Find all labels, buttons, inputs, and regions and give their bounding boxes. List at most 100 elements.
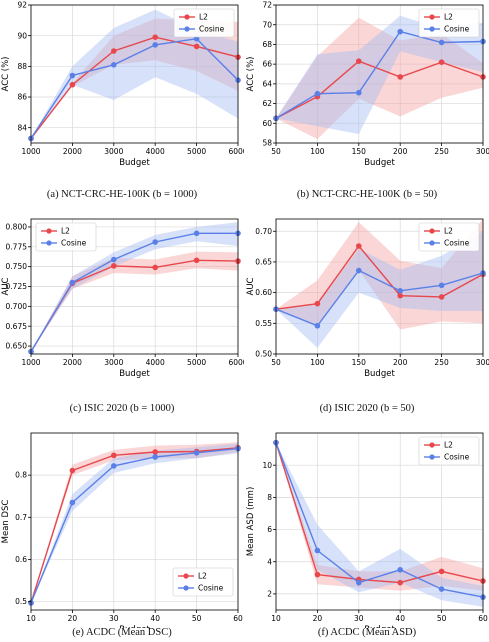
y-tick-label: 10: [262, 461, 272, 470]
data-point-l2: [111, 452, 117, 459]
data-point-l2: [314, 300, 321, 307]
y-tick-label: 0.5: [15, 597, 27, 606]
legend: L2 Cosine: [172, 567, 234, 597]
y-tick-label: 0.70: [255, 227, 272, 236]
y-axis-label: ACC (%): [1, 57, 11, 92]
legend-label-cosine: Cosine: [198, 584, 224, 593]
band-cosine: [276, 231, 483, 348]
caption-a: (a) NCT-CRC-HE-100K (b = 1000): [46, 189, 198, 200]
y-tick-label: 90: [17, 31, 27, 40]
data-point-cosine: [111, 463, 117, 469]
y-tick-label: 64: [262, 79, 272, 88]
y-tick-label: 0.50: [255, 350, 272, 359]
data-point-l2: [152, 34, 158, 40]
data-point-cosine: [193, 230, 200, 237]
x-tick-label: 20: [68, 614, 78, 623]
x-tick-label: 50: [271, 147, 281, 156]
band-cosine: [31, 222, 238, 352]
x-tick-label: 30: [109, 614, 119, 623]
legend: L2 Cosine: [35, 222, 97, 252]
chart-svg: 50 100 150 200 250 300 58 60 62 64 66 68 70 72 Budget A…: [246, 1, 489, 168]
legend-marker-cosine: [183, 585, 189, 591]
legend-label-l2: L2: [199, 13, 208, 22]
band-l2: [276, 219, 483, 330]
x-tick-label: 40: [395, 614, 405, 623]
x-tick-label: 2000: [63, 358, 82, 367]
x-tick-label: 3000: [104, 358, 123, 367]
data-point-l2: [356, 243, 362, 249]
caption-f: (f) ACDC (Mean ASD): [317, 627, 417, 638]
data-point-cosine: [152, 454, 158, 460]
legend: L2 Cosine: [418, 8, 480, 38]
data-point-l2: [152, 264, 158, 271]
x-tick-label: 200: [393, 358, 408, 367]
data-point-cosine: [152, 42, 158, 48]
chart-svg: 10 20 30 40 50 60 0.5 0.6 0.7 0.8 Budget Mean DSC L2…: [1, 432, 243, 628]
x-tick-label: 5000: [187, 358, 206, 367]
x-tick-label: 60: [233, 614, 243, 623]
x-tick-label: 200: [393, 147, 408, 156]
y-tick-label: 4: [267, 557, 272, 566]
y-tick-label: 84: [17, 123, 27, 132]
series-line-l2: [30, 36, 239, 139]
chart-panel-b: 50 100 150 200 250 300 58 60 62 64 66 68 70 72 Budget A…: [245, 0, 489, 214]
x-tick-label: 150: [352, 358, 367, 367]
band-l2: [276, 17, 483, 140]
x-tick-label: 300: [476, 147, 489, 156]
y-tick-label: 0.675: [6, 322, 28, 331]
data-point-cosine: [356, 89, 362, 96]
legend-marker-l2: [184, 14, 190, 20]
x-tick-label: 50: [437, 614, 447, 623]
legend-label-l2: L2: [444, 227, 453, 236]
series-line-l2: [30, 447, 239, 604]
band-cosine: [276, 442, 483, 607]
y-axis-label: ACC (%): [246, 57, 256, 92]
x-tick-label: 2000: [63, 147, 82, 156]
legend-marker-l2: [429, 442, 435, 448]
y-tick-label: 92: [17, 1, 27, 10]
y-tick-label: 60: [262, 119, 272, 128]
x-axis-label: Budget: [119, 369, 150, 379]
y-tick-label: 70: [262, 20, 272, 29]
data-point-cosine: [397, 566, 403, 573]
data-point-cosine: [314, 547, 321, 554]
x-tick-label: 4000: [146, 358, 165, 367]
x-tick-label: 250: [434, 147, 449, 156]
legend-label-cosine: Cosine: [199, 25, 225, 34]
data-point-l2: [193, 257, 200, 264]
y-tick-label: 2: [267, 590, 272, 599]
y-tick-label: 58: [262, 139, 272, 148]
caption-e: (e) ACDC (Mean DSC): [72, 627, 172, 638]
axes-frame: [275, 218, 484, 355]
data-point-cosine: [152, 239, 158, 245]
x-axis-label: Budget: [364, 625, 395, 628]
legend-marker-cosine: [46, 240, 52, 246]
x-tick-label: 50: [271, 358, 281, 367]
data-point-l2: [69, 467, 76, 474]
data-point-l2: [152, 449, 158, 455]
series-line-cosine: [30, 37, 239, 139]
data-point-cosine: [111, 62, 117, 68]
x-tick-label: 1000: [21, 147, 40, 156]
data-point-l2: [438, 568, 445, 575]
x-tick-label: 300: [476, 358, 489, 367]
legend-label-cosine: Cosine: [444, 25, 470, 34]
x-tick-label: 100: [310, 147, 325, 156]
chart-panel-e: 10 20 30 40 50 60 0.5 0.6 0.7 0.8 Budget Mean DSC L2…: [0, 428, 244, 642]
x-tick-label: 250: [434, 358, 449, 367]
data-point-cosine: [314, 90, 321, 97]
data-point-l2: [397, 292, 403, 299]
x-tick-label: 60: [478, 614, 488, 623]
data-point-l2: [193, 43, 200, 50]
data-point-cosine: [438, 39, 445, 46]
x-tick-label: 20: [313, 614, 323, 623]
y-tick-label: 68: [262, 40, 272, 49]
chart-svg: 10 20 30 40 50 60 2 4 6 8 10 Budget Mean ASD (mm) L2 C…: [246, 432, 488, 628]
x-axis-label: Budget: [364, 158, 395, 168]
x-tick-label: 10: [26, 614, 36, 623]
y-tick-label: 0.8: [15, 471, 27, 480]
y-tick-label: 0.65: [255, 258, 272, 267]
